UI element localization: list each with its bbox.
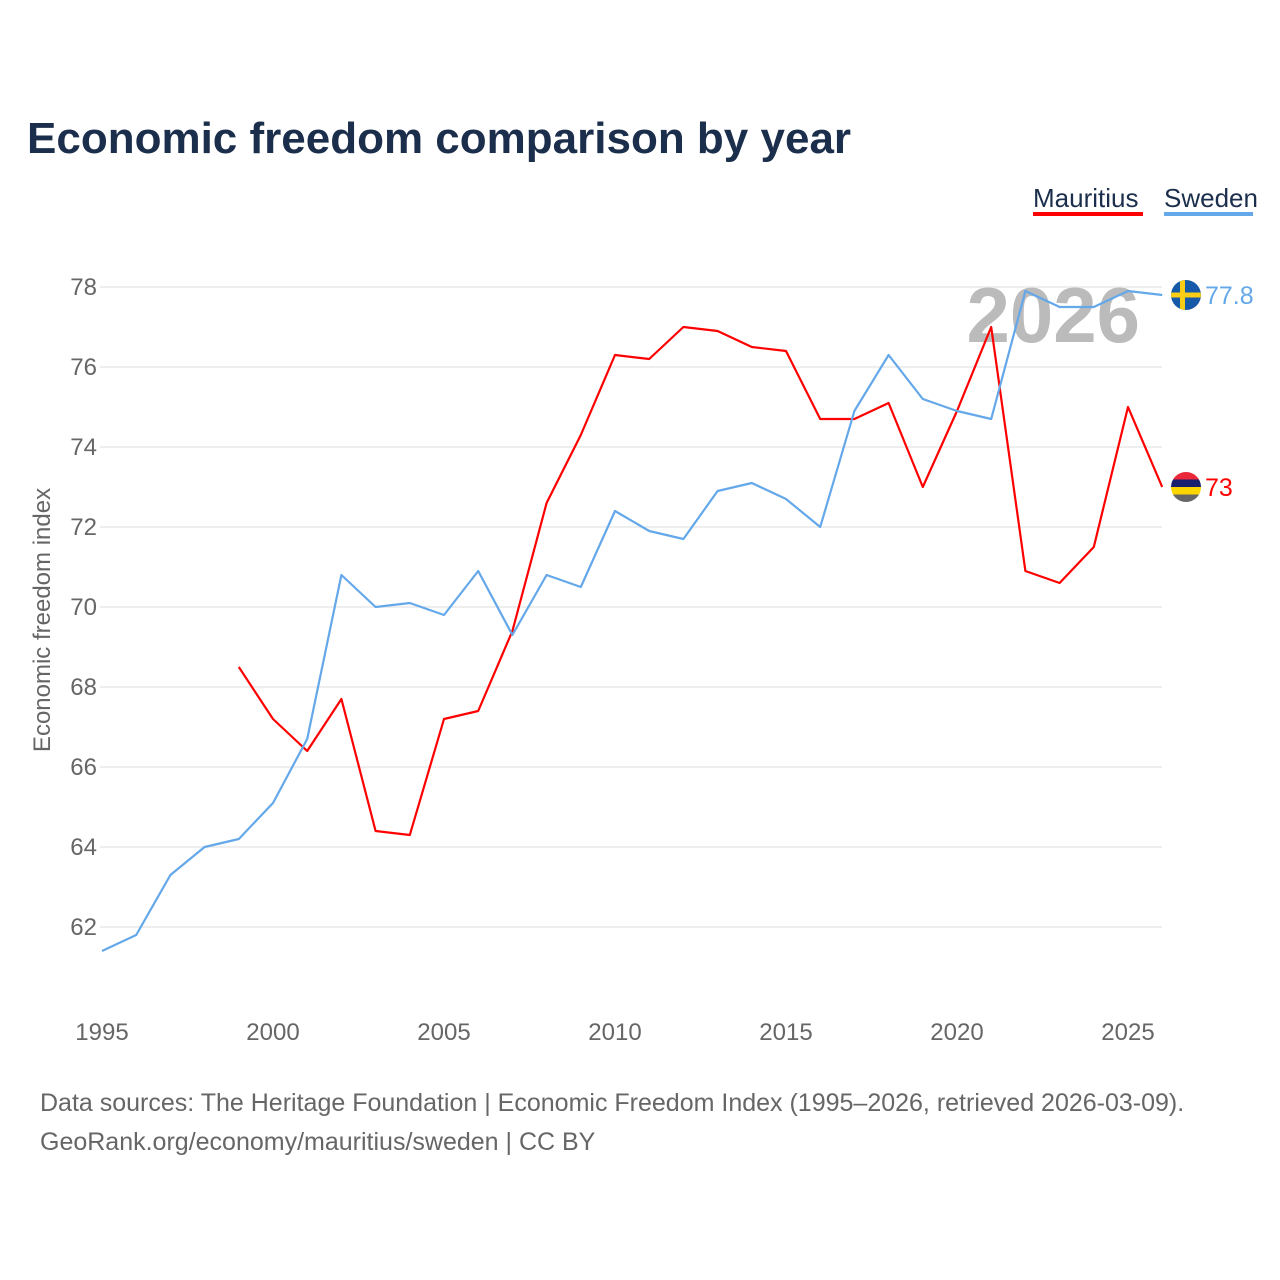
chart-title: Economic freedom comparison by year (27, 114, 851, 163)
y-tick-label: 72 (70, 514, 97, 541)
x-tick-label: 2020 (930, 1019, 983, 1046)
flag-body (1171, 472, 1201, 502)
x-tick-label: 1995 (75, 1019, 128, 1046)
flag-stripe (1171, 472, 1201, 480)
legend: Mauritius Sweden (1033, 183, 1258, 216)
y-tick-label: 70 (70, 594, 97, 621)
legend-swatch (1164, 212, 1253, 216)
grid: 62 64 66 68 70 72 74 76 78 1995 2000 2005 2010 2015 20… (70, 274, 1162, 1046)
y-tick-label: 64 (70, 834, 97, 861)
series-line-sweden (101, 289, 1163, 952)
flag-cross-v (1180, 280, 1185, 310)
x-tick-label: 2005 (417, 1019, 470, 1046)
x-tick-label: 2025 (1101, 1019, 1154, 1046)
flag-stripe (1171, 494, 1201, 502)
y-tick-label: 62 (70, 914, 97, 941)
source-line-2[interactable]: GeoRank.org/economy/mauritius/sweden | C… (40, 1128, 596, 1156)
flag-stripe (1171, 479, 1201, 487)
source-line-1: Data sources: The Heritage Foundation | … (40, 1089, 1184, 1117)
y-tick-label: 74 (70, 434, 97, 461)
y-axis-label: Economic freedom index (29, 488, 56, 752)
flag-body (1171, 280, 1201, 310)
x-tick-label: 2000 (246, 1019, 299, 1046)
end-label-sweden: 77.8 (1205, 282, 1254, 310)
flag-mauritius-icon (1171, 472, 1201, 502)
y-tick-label: 78 (70, 274, 97, 301)
y-tick-label: 66 (70, 754, 97, 781)
y-tick-label: 68 (70, 674, 97, 701)
end-label-mauritius: 73 (1205, 474, 1233, 502)
flag-sweden-icon (1171, 280, 1201, 310)
flag-stripe (1171, 487, 1201, 495)
x-tick-label: 2015 (759, 1019, 812, 1046)
x-tick-label: 2010 (588, 1019, 641, 1046)
year-watermark: 2026 (966, 271, 1140, 359)
flag-cross-h (1171, 292, 1201, 298)
series-line-mauritius (237, 325, 1164, 837)
legend-item-mauritius[interactable]: Mauritius (1033, 183, 1138, 213)
y-tick-label: 76 (70, 354, 97, 381)
legend-item-sweden[interactable]: Sweden (1164, 183, 1258, 213)
legend-swatch (1033, 212, 1143, 216)
series-layer: 73 77.8 (101, 280, 1254, 952)
